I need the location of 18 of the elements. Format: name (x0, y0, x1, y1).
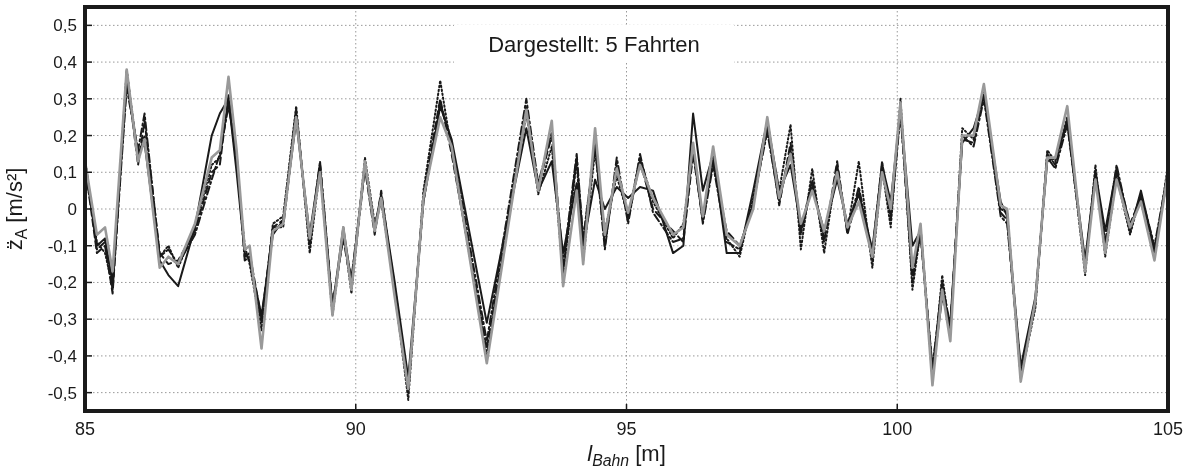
x-tick-label: 95 (616, 419, 637, 439)
y-tick-label: 0,1 (53, 163, 77, 183)
x-tick-label: 100 (882, 419, 913, 439)
y-tick-label: -0,5 (47, 383, 77, 403)
x-tick-label: 85 (74, 419, 96, 439)
y-tick-label: 0,5 (53, 16, 77, 36)
x-tick-label: 90 (345, 419, 366, 439)
y-tick-label: -0,4 (47, 346, 77, 366)
y-tick-label: 0,3 (53, 89, 77, 109)
y-tick-label: 0 (67, 200, 77, 219)
y-tick-label: -0,1 (47, 236, 77, 256)
y-tick-label: 0,4 (53, 53, 77, 73)
y-tick-label: 0,2 (53, 126, 77, 146)
x-axis-title: l$_{Bahn}$ [m] (587, 441, 666, 468)
y-tick-label: -0,3 (47, 310, 77, 330)
x-tick-label: 105 (1152, 419, 1184, 439)
y-tick-label: -0,2 (47, 273, 77, 293)
annotation: Dargestellt: 5 Fahrten (488, 32, 700, 57)
